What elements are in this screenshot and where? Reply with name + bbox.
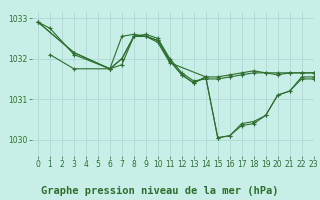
Text: Graphe pression niveau de la mer (hPa): Graphe pression niveau de la mer (hPa) [41, 186, 279, 196]
